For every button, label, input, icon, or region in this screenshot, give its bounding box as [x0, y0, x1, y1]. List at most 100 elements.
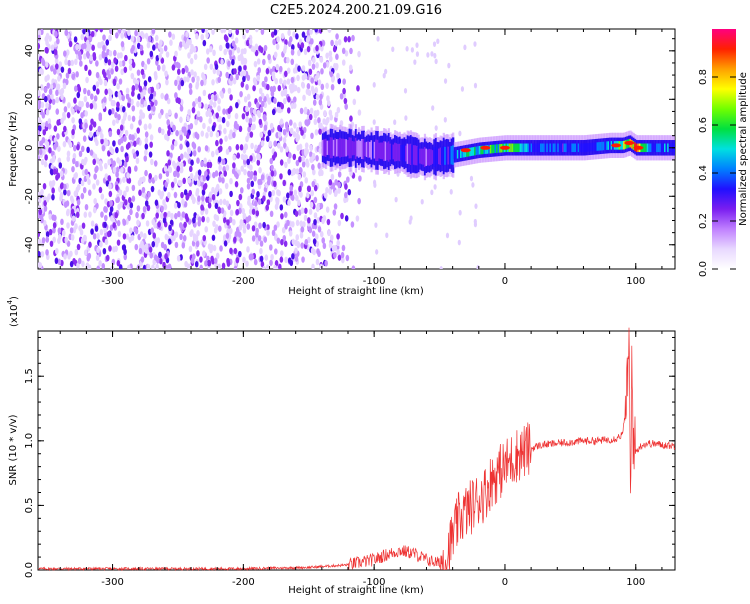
noise-speck	[238, 125, 243, 133]
noise-speck	[220, 207, 225, 214]
noise-speck	[222, 108, 226, 115]
ridge-core	[480, 145, 483, 155]
noise-speck	[95, 60, 99, 67]
noise-speck	[174, 92, 178, 99]
x-tick-label: -100	[363, 577, 386, 588]
noise-speck	[154, 99, 158, 107]
noise-speck	[144, 32, 149, 40]
noise-speck	[38, 34, 41, 42]
noise-speck	[250, 180, 255, 188]
noise-speck	[261, 80, 266, 88]
noise-speck	[342, 78, 346, 85]
noise-speck	[117, 91, 122, 98]
noise-speck	[108, 95, 113, 102]
noise-speck	[174, 79, 178, 87]
noise-speck	[77, 86, 82, 93]
snr-scale-exponent: 4	[6, 299, 14, 304]
noise-speck	[194, 118, 198, 126]
noise-speck	[238, 250, 242, 258]
noise-speck	[225, 200, 230, 207]
ridge-core	[651, 143, 654, 153]
noise-speck	[126, 172, 131, 179]
noise-speck	[325, 116, 330, 124]
ridge-core	[481, 145, 485, 155]
noise-speck	[143, 63, 148, 71]
noise-speck	[129, 208, 133, 216]
noise-speck	[125, 233, 130, 240]
noise-speck	[75, 160, 79, 168]
noise-speck	[210, 93, 215, 101]
noise-speck	[279, 118, 284, 125]
noise-speck	[284, 161, 288, 169]
noise-speck	[73, 144, 77, 152]
noise-speck	[439, 266, 443, 269]
noise-speck	[202, 39, 207, 47]
noise-speck	[129, 227, 133, 234]
noise-speck	[273, 151, 278, 158]
ridge-core	[665, 143, 668, 153]
noise-speck	[83, 87, 87, 95]
noise-speck	[334, 40, 339, 47]
noise-speck	[298, 121, 303, 128]
noise-speck	[196, 110, 201, 118]
noise-speck	[109, 29, 113, 35]
noise-speck	[99, 29, 104, 33]
ridge-core	[420, 148, 423, 165]
noise-speck	[209, 99, 214, 106]
noise-speck	[318, 141, 323, 149]
noise-speck	[257, 235, 262, 242]
ridge-core	[453, 150, 456, 160]
noise-speck	[83, 159, 87, 166]
noise-speck	[48, 180, 53, 187]
noise-speck	[106, 69, 110, 76]
noise-speck	[214, 202, 219, 210]
noise-speck	[315, 155, 319, 162]
noise-speck	[340, 212, 344, 220]
noise-speck	[310, 77, 315, 84]
noise-speck	[330, 173, 335, 181]
noise-speck	[38, 208, 43, 216]
noise-speck	[305, 120, 310, 127]
noise-speck	[123, 190, 127, 197]
noise-speck	[150, 100, 155, 107]
noise-speck	[225, 164, 230, 171]
ridge-core	[428, 148, 431, 166]
x-tick-label: 100	[626, 577, 645, 588]
ridge-core	[657, 143, 660, 153]
noise-speck	[196, 75, 200, 83]
noise-speck	[76, 243, 81, 251]
ridge-core	[662, 143, 665, 153]
noise-speck	[430, 189, 434, 196]
noise-speck	[93, 173, 97, 180]
noise-speck	[67, 67, 72, 75]
noise-speck	[270, 90, 275, 97]
ridge-core	[522, 143, 525, 153]
noise-speck	[235, 256, 240, 264]
noise-speck	[237, 231, 242, 238]
noise-speck	[200, 160, 204, 168]
noise-speck	[295, 168, 300, 175]
noise-speck	[211, 186, 215, 194]
noise-speck	[225, 71, 230, 79]
noise-speck	[315, 93, 320, 101]
noise-speck	[256, 58, 261, 65]
noise-speck	[226, 257, 230, 265]
noise-speck	[331, 245, 336, 252]
noise-speck	[71, 165, 75, 173]
noise-speck	[154, 34, 159, 42]
ridge-core	[565, 143, 568, 153]
noise-speck	[201, 195, 205, 202]
noise-speck	[375, 249, 379, 255]
noise-speck	[114, 32, 119, 39]
noise-speck	[202, 89, 207, 97]
ridge-core	[648, 143, 651, 153]
noise-speck	[245, 135, 249, 143]
noise-speck	[57, 258, 62, 266]
noise-speck	[212, 220, 216, 227]
noise-speck	[173, 191, 178, 199]
noise-speck	[413, 59, 417, 65]
noise-speck	[319, 231, 324, 238]
noise-speck	[157, 43, 162, 50]
noise-speck	[200, 79, 204, 87]
